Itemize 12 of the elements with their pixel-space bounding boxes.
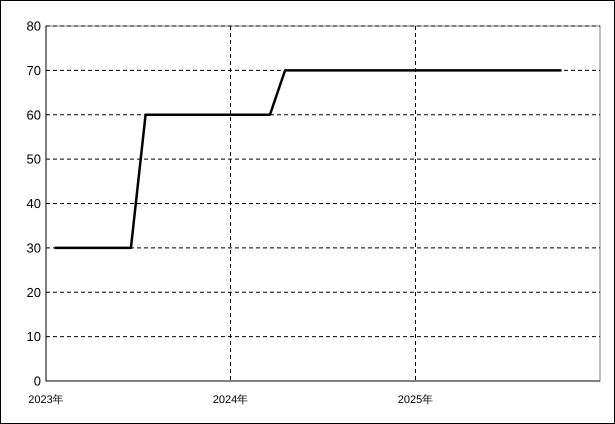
x-tick-label: 2024年 [212, 394, 248, 406]
y-tick-label: 50 [26, 152, 41, 167]
y-tick-label: 80 [26, 18, 41, 34]
y-tick-label: 0 [34, 374, 41, 389]
y-tick-label: 60 [26, 107, 41, 122]
y-tick-label: 40 [26, 196, 41, 212]
y-tick-label: 20 [26, 284, 41, 300]
x-tick-label: 2023年 [28, 394, 64, 406]
y-tick-label: 30 [26, 240, 41, 256]
y-tick-label: 10 [26, 329, 41, 344]
y-tick-label: 70 [26, 62, 41, 78]
x-tick-label: 2025年 [398, 394, 434, 406]
